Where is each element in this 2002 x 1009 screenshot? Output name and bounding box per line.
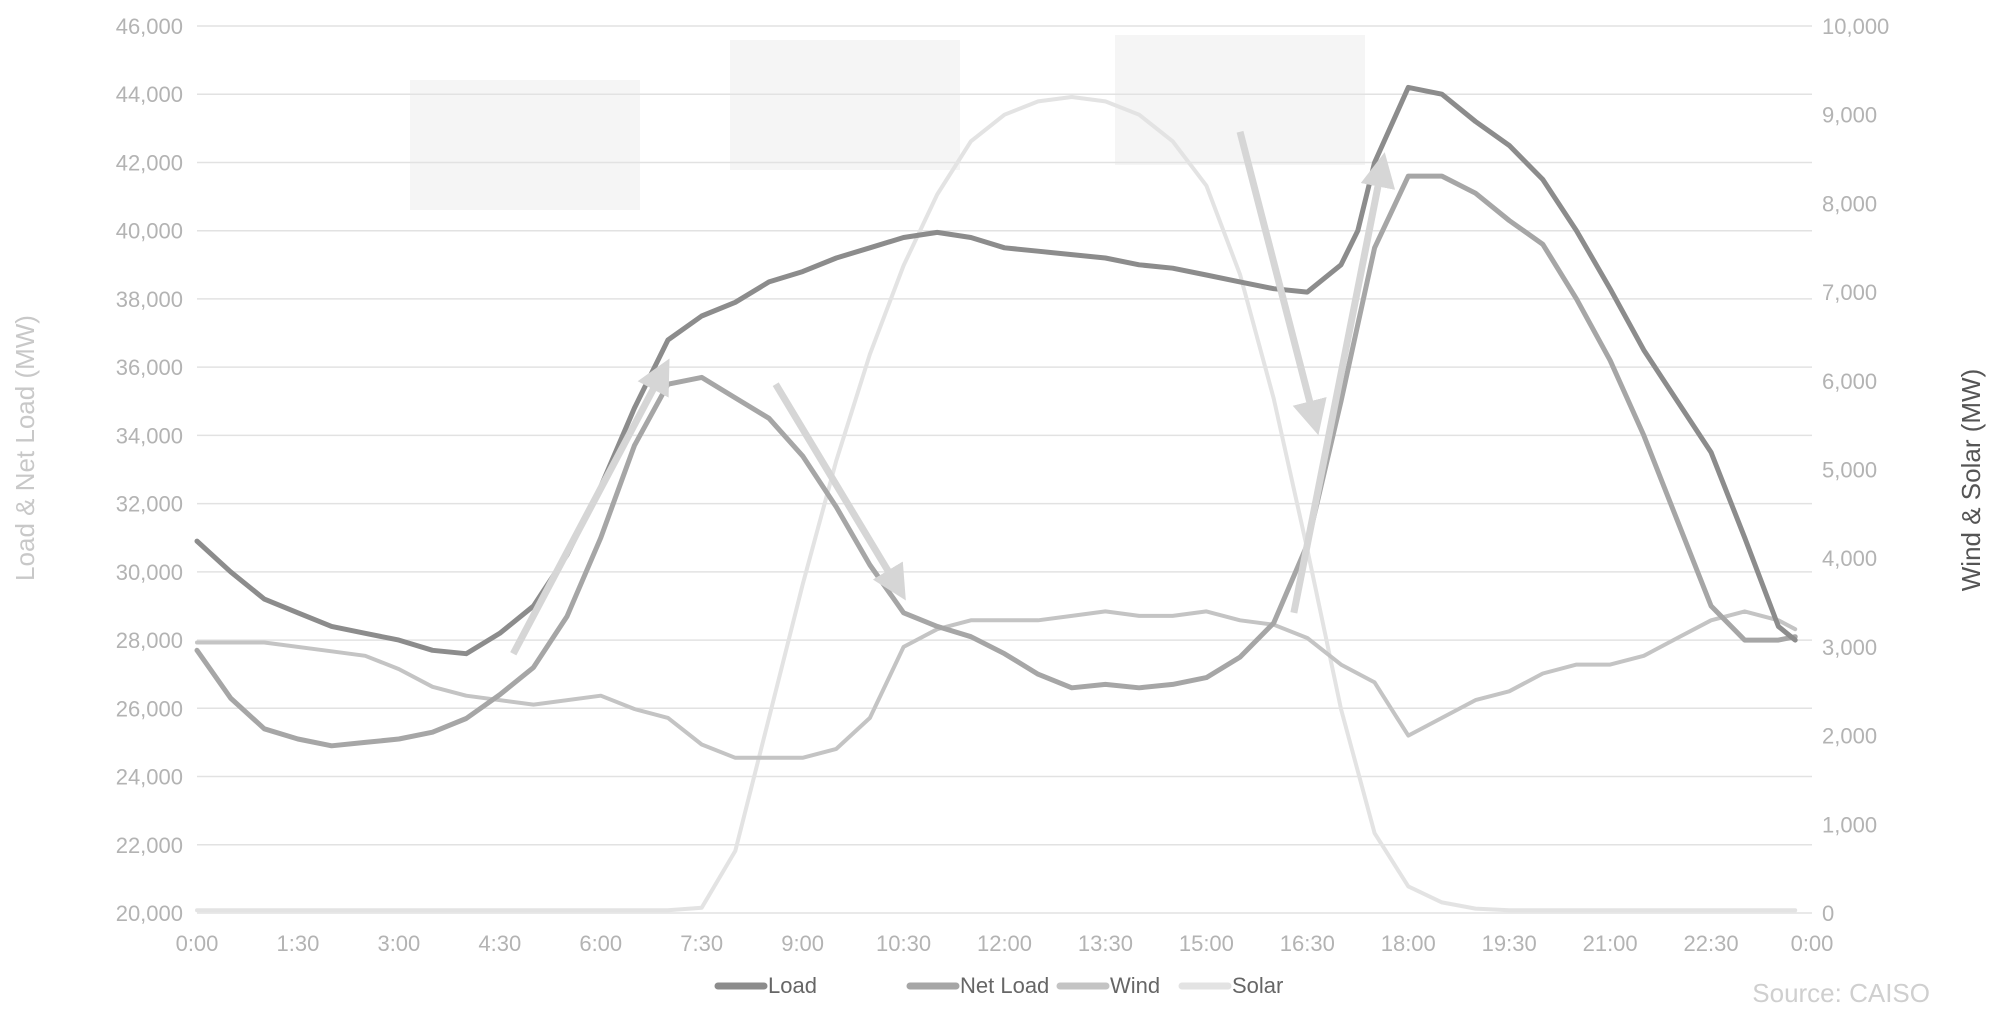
right-axis-ticks: 0 1,000 2,000 3,000 4,000 5,000 6,000 7,000 8,00… xyxy=(1822,14,1889,926)
ramp-arrow-3 xyxy=(1236,130,1327,436)
right-tick-label: 7,000 xyxy=(1822,280,1877,305)
ramp-arrow-2 xyxy=(772,382,906,601)
gridlines xyxy=(197,25,1812,914)
x-tick-label: 1:30 xyxy=(277,931,320,956)
right-tick-label: 10,000 xyxy=(1822,14,1889,39)
legend-label-solar: Solar xyxy=(1232,973,1283,998)
x-tick-label: 21:00 xyxy=(1583,931,1638,956)
x-tick-label: 15:00 xyxy=(1179,931,1234,956)
left-tick-label: 22,000 xyxy=(116,833,183,858)
x-tick-label: 13:30 xyxy=(1078,931,1133,956)
series-lines xyxy=(194,84,1798,913)
x-tick-label: 7:30 xyxy=(680,931,723,956)
left-tick-label: 44,000 xyxy=(116,82,183,107)
left-axis-ticks: 20,000 22,000 24,000 26,000 28,000 30,000 32,0… xyxy=(116,14,183,926)
x-tick-label: 0:00 xyxy=(1791,931,1834,956)
series-line-load xyxy=(194,84,1798,657)
right-tick-label: 8,000 xyxy=(1822,191,1877,216)
source-note: Source: CAISO xyxy=(1752,978,1930,1008)
right-tick-label: 9,000 xyxy=(1822,103,1877,128)
right-tick-label: 0 xyxy=(1822,901,1834,926)
callout-boxes xyxy=(410,35,1365,210)
ramp-arrow-4 xyxy=(1290,152,1396,614)
series-line-net-load xyxy=(194,173,1798,749)
left-tick-label: 30,000 xyxy=(116,560,183,585)
series-line-solar xyxy=(195,95,1798,913)
right-tick-label: 1,000 xyxy=(1822,812,1877,837)
right-tick-label: 3,000 xyxy=(1822,635,1877,660)
x-tick-label: 3:00 xyxy=(377,931,420,956)
x-axis-ticks: 0:00 1:30 3:00 4:30 6:00 7:30 9:00 10:30 12:00 13… xyxy=(176,931,1834,956)
callout-box-1 xyxy=(410,80,640,210)
legend-label-net-load: Net Load xyxy=(960,973,1049,998)
ramp-arrows xyxy=(510,130,1396,656)
x-tick-label: 6:00 xyxy=(579,931,622,956)
left-tick-label: 26,000 xyxy=(116,696,183,721)
x-tick-label: 19:30 xyxy=(1482,931,1537,956)
right-axis-title: Wind & Solar (MW) xyxy=(1956,369,1986,591)
legend: Load Net Load Wind Solar xyxy=(714,973,1283,998)
right-tick-label: 2,000 xyxy=(1822,724,1877,749)
x-tick-label: 16:30 xyxy=(1280,931,1335,956)
x-tick-label: 0:00 xyxy=(176,931,219,956)
x-tick-label: 10:30 xyxy=(876,931,931,956)
legend-label-wind: Wind xyxy=(1110,973,1160,998)
x-tick-label: 12:00 xyxy=(977,931,1032,956)
left-tick-label: 20,000 xyxy=(116,901,183,926)
right-tick-label: 5,000 xyxy=(1822,458,1877,483)
right-tick-label: 6,000 xyxy=(1822,369,1877,394)
callout-box-2 xyxy=(730,40,960,170)
x-tick-label: 9:00 xyxy=(781,931,824,956)
left-tick-label: 34,000 xyxy=(116,423,183,448)
x-tick-label: 4:30 xyxy=(478,931,521,956)
left-tick-label: 24,000 xyxy=(116,765,183,790)
x-tick-label: 18:00 xyxy=(1381,931,1436,956)
series-line-wind xyxy=(195,609,1798,760)
left-tick-label: 42,000 xyxy=(116,150,183,175)
left-axis-title: Load & Net Load (MW) xyxy=(10,315,40,581)
left-tick-label: 36,000 xyxy=(116,355,183,380)
left-tick-label: 28,000 xyxy=(116,628,183,653)
right-tick-label: 4,000 xyxy=(1822,546,1877,571)
legend-label-load: Load xyxy=(768,973,817,998)
left-tick-label: 38,000 xyxy=(116,287,183,312)
left-tick-label: 32,000 xyxy=(116,492,183,517)
x-tick-label: 22:30 xyxy=(1684,931,1739,956)
left-tick-label: 46,000 xyxy=(116,14,183,39)
left-tick-label: 40,000 xyxy=(116,219,183,244)
ramp-arrow-1 xyxy=(510,358,670,656)
